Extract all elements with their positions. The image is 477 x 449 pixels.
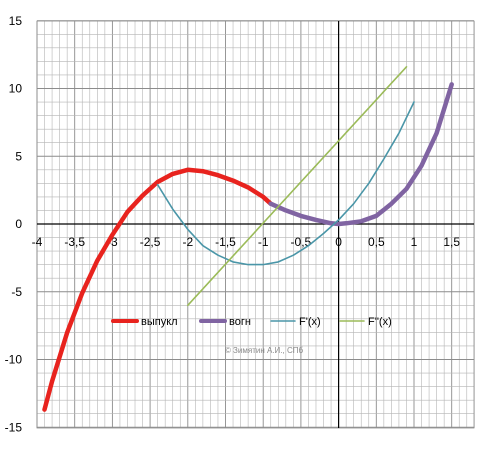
chart-series — [42, 66, 454, 412]
series-line-2 — [268, 82, 454, 227]
series-line-3 — [156, 101, 415, 266]
legend-label: F''(x) — [368, 316, 392, 328]
x-tick-label: -0,5 — [291, 235, 312, 249]
y-tick-label: -10 — [5, 353, 23, 367]
x-tick-label: 1,5 — [443, 235, 460, 249]
chart-tick-labels: -4 -3,5 -3 -2,5 -2 -1,5 -1 -0,5 0 0,5 1 1,5 -15 -10 -5… — [5, 14, 461, 435]
x-tick-label: -2,5 — [140, 235, 161, 249]
x-tick-label: 1 — [411, 235, 418, 249]
y-tick-label: 10 — [9, 82, 23, 96]
y-tick-label: -15 — [5, 420, 23, 434]
legend-label: F'(x) — [299, 316, 321, 328]
x-tick-label: -3 — [107, 235, 118, 249]
x-tick-label: -1,5 — [215, 235, 236, 249]
x-tick-label: -3,5 — [64, 235, 85, 249]
x-tick-label: 0 — [335, 235, 342, 249]
series-line-1 — [42, 167, 273, 412]
watermark-text: © Зимятин А.И., СПб — [225, 346, 304, 355]
y-tick-label: 0 — [15, 217, 22, 231]
x-tick-label: 0,5 — [368, 235, 385, 249]
x-tick-label: -1 — [258, 235, 269, 249]
y-tick-label: 5 — [15, 149, 22, 163]
chart-legend: выпукл вогн F'(x) F''(x) — [111, 316, 392, 328]
legend-label: выпукл — [141, 316, 178, 328]
legend-label: вогн — [229, 316, 251, 328]
y-tick-label: -5 — [11, 285, 22, 299]
series-line-4 — [187, 66, 408, 307]
x-tick-label: -4 — [32, 235, 43, 249]
y-tick-label: 15 — [9, 14, 23, 28]
x-tick-label: -2 — [182, 235, 193, 249]
